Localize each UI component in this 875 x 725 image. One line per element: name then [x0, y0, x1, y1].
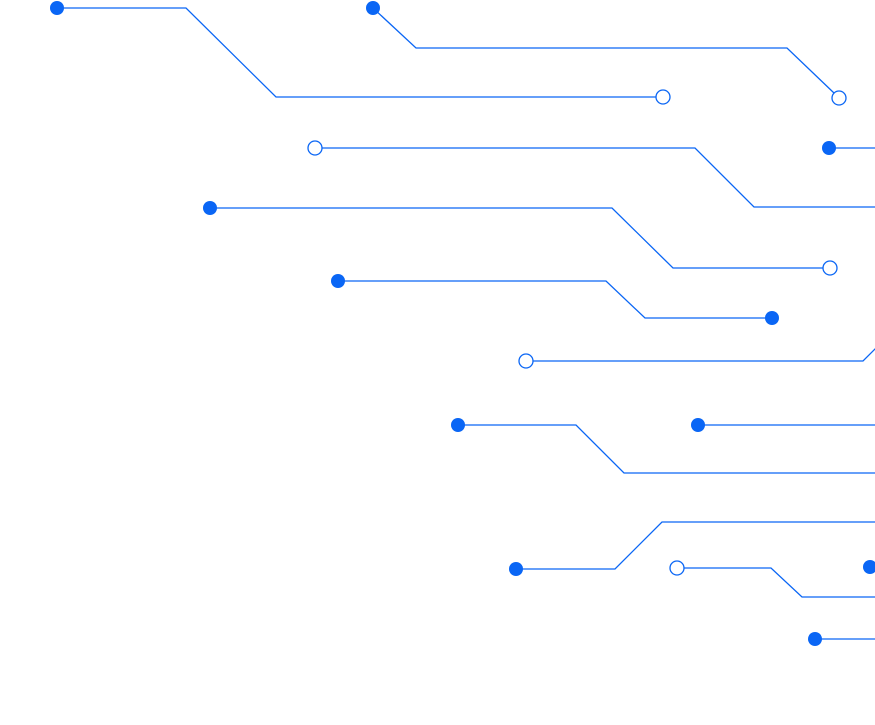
circuit-trace-1	[50, 1, 671, 105]
trace-node-hollow	[307, 140, 323, 156]
trace-node-filled	[50, 1, 64, 15]
trace-node-hollow	[518, 353, 534, 369]
circuit-trace-6	[331, 274, 779, 325]
trace-line	[458, 424, 875, 474]
trace-line	[338, 280, 772, 319]
trace-node-hollow	[655, 89, 671, 105]
trace-node-hollow	[669, 560, 685, 576]
trace-node-filled	[203, 201, 217, 215]
trace-node-hollow	[831, 90, 847, 106]
trace-node-filled	[331, 274, 345, 288]
circuit-trace-7	[518, 348, 875, 369]
circuit-trace-8	[451, 418, 875, 474]
trace-node-filled	[863, 560, 875, 574]
circuit-trace-4	[822, 141, 875, 155]
circuit-trace-5	[203, 201, 838, 276]
circuit-trace-10	[509, 521, 875, 576]
trace-line	[533, 348, 875, 362]
trace-line	[210, 207, 823, 269]
trace-node-filled	[691, 418, 705, 432]
trace-node-hollow	[822, 260, 838, 276]
circuit-trace-13	[808, 632, 875, 646]
circuit-trace-2	[366, 1, 847, 106]
trace-line	[322, 147, 875, 208]
trace-node-filled	[366, 1, 380, 15]
trace-node-filled	[765, 311, 779, 325]
trace-node-filled	[509, 562, 523, 576]
trace-line	[372, 7, 835, 94]
circuit-trace-11	[669, 560, 875, 598]
trace-node-filled	[451, 418, 465, 432]
trace-line	[684, 567, 875, 598]
trace-line	[516, 521, 875, 570]
circuit-trace-9	[691, 418, 875, 432]
trace-node-filled	[808, 632, 822, 646]
circuit-trace-12	[863, 560, 875, 574]
trace-node-filled	[822, 141, 836, 155]
trace-line	[57, 7, 656, 98]
circuit-trace-3	[307, 140, 875, 208]
